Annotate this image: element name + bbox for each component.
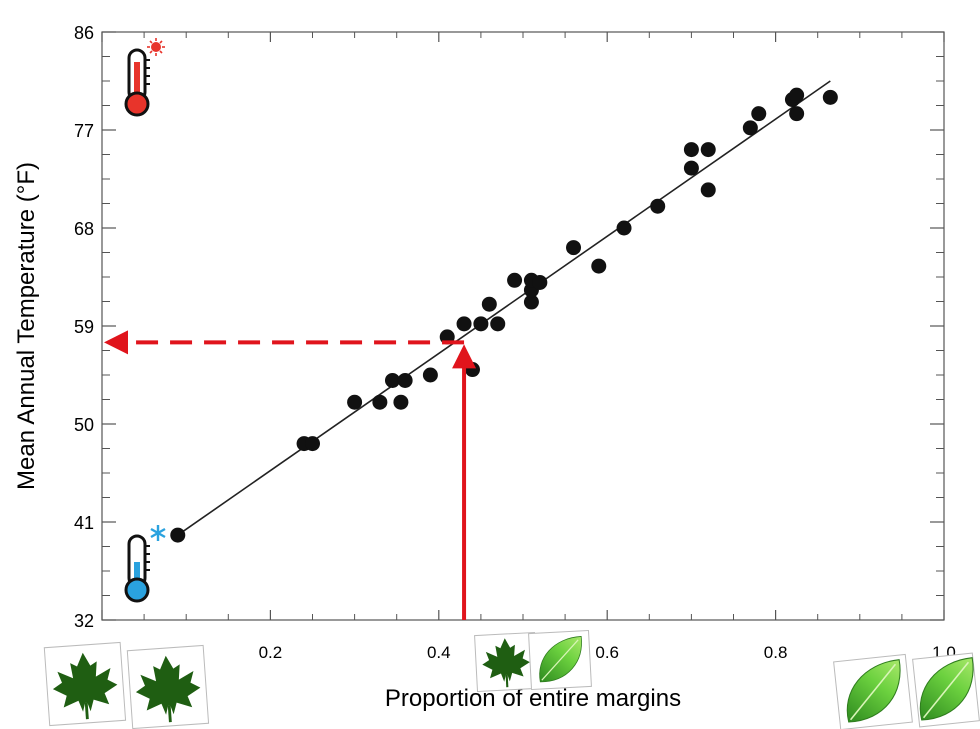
data-point	[305, 436, 320, 452]
maple-leaf-icon	[126, 644, 210, 729]
data-point	[789, 87, 805, 103]
snowflake-icon	[150, 525, 166, 541]
maple-leaf-icon	[474, 631, 538, 693]
data-points	[170, 87, 838, 543]
thermometer-hot-icon	[124, 38, 165, 117]
data-point	[822, 89, 838, 105]
data-point	[384, 372, 400, 388]
data-point	[683, 160, 699, 176]
y-tick-label: 68	[74, 219, 94, 239]
y-tick-label: 77	[74, 121, 94, 141]
data-point	[397, 372, 413, 388]
data-point	[591, 258, 607, 274]
data-point	[170, 527, 186, 543]
y-tick-label: 59	[74, 317, 94, 337]
data-point	[751, 106, 767, 122]
smooth-leaf-icon	[912, 652, 980, 728]
y-axis-label: Mean Annual Temperature (°F)	[13, 162, 40, 490]
x-tick-label: 0.8	[764, 643, 788, 662]
data-point	[481, 296, 497, 312]
y-tick-label: 32	[74, 611, 94, 631]
thermometer-cold-icon	[124, 525, 166, 603]
trendline-group	[177, 80, 831, 536]
sun-icon	[147, 38, 165, 56]
data-point	[700, 142, 716, 158]
data-point	[422, 367, 438, 383]
y-tick-label: 50	[74, 415, 94, 435]
y-tick-label: 86	[74, 23, 94, 43]
data-point	[393, 394, 409, 410]
data-point	[700, 182, 716, 198]
x-tick-label: 0.6	[595, 643, 619, 662]
x-tick-label: 0.2	[259, 643, 283, 662]
smooth-leaf-icon	[833, 653, 913, 729]
data-point	[523, 294, 539, 310]
data-point	[372, 394, 388, 410]
data-point	[789, 106, 805, 122]
data-point	[456, 316, 472, 332]
data-point	[464, 362, 480, 378]
data-point	[742, 120, 758, 136]
data-point	[650, 198, 666, 214]
maple-leaf-icon	[43, 641, 127, 727]
y-tick-label: 41	[74, 513, 94, 533]
data-point	[490, 316, 506, 332]
data-point	[566, 240, 582, 256]
trendline	[177, 80, 831, 536]
reading-annotation	[104, 330, 477, 620]
data-point	[616, 220, 632, 236]
data-point	[532, 274, 548, 290]
data-point	[473, 316, 489, 332]
data-point	[347, 394, 363, 410]
data-point	[507, 272, 523, 288]
data-point	[683, 142, 699, 158]
x-tick-label: 0.4	[427, 643, 451, 662]
plot-frame	[101, 31, 945, 621]
smooth-leaf-icon	[528, 629, 592, 691]
